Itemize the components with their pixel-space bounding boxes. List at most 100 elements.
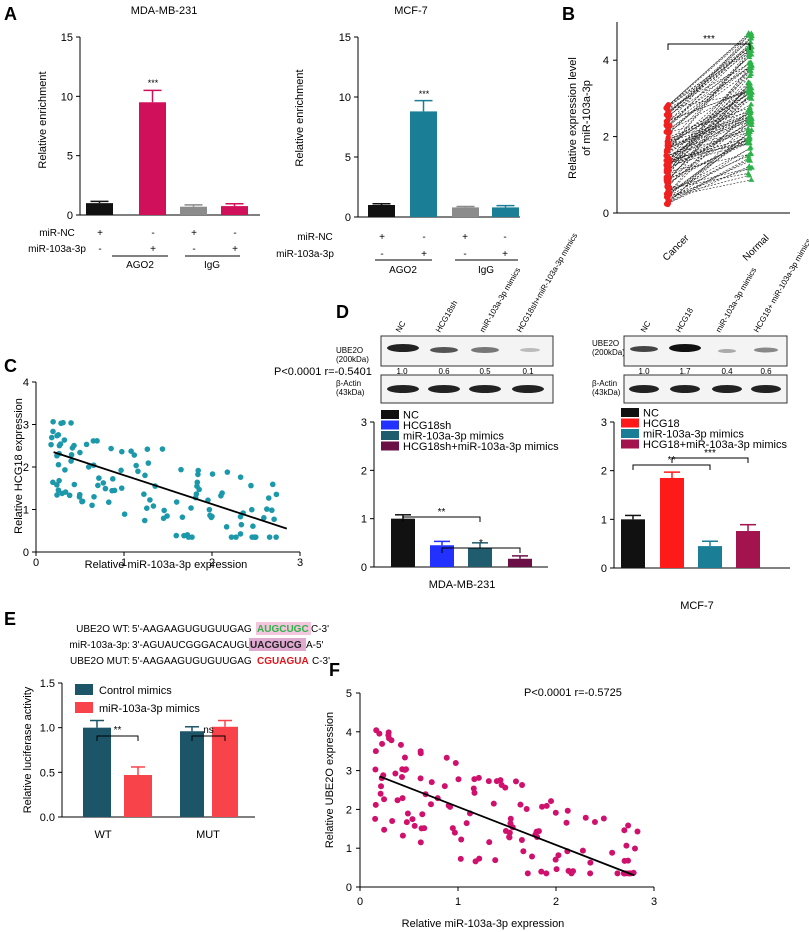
b-paired-line <box>667 133 750 195</box>
f-point <box>587 859 594 866</box>
a2-bar <box>492 207 519 217</box>
d2-density: 1.7 <box>679 367 691 376</box>
f-point <box>403 819 410 826</box>
c-point <box>109 487 115 494</box>
f-ylabel: Relative UBE2O expression <box>324 712 336 848</box>
c-point <box>251 534 258 540</box>
d2-loading: β-Actin <box>592 379 617 388</box>
e-bar <box>212 726 238 817</box>
c-point <box>118 485 125 491</box>
d1-legend-label: HCG18sh <box>403 420 451 432</box>
f-xtick-label: 0 <box>357 896 363 908</box>
b-paired-line <box>667 128 749 165</box>
d1-ytick-label: 2 <box>361 465 367 477</box>
c-point <box>79 498 85 505</box>
f-point <box>539 803 546 810</box>
d1-band-actin <box>512 385 544 393</box>
c-point <box>150 503 157 509</box>
d1-sig-bracket <box>441 547 521 553</box>
b-paired-line <box>666 116 750 178</box>
d2-sig-label: *** <box>704 448 716 459</box>
f-point <box>381 826 388 833</box>
d1-sig-label: * <box>479 538 483 549</box>
e-sig-bracket <box>96 735 139 741</box>
f-point <box>472 858 479 865</box>
e-legend-swatch <box>75 684 93 695</box>
a2-row-mark: - <box>380 249 383 260</box>
f-point <box>398 773 405 780</box>
f-ytick-label: 1 <box>346 843 352 855</box>
c-point <box>131 452 138 458</box>
c-point <box>208 514 215 521</box>
c-xtick-label: 0 <box>33 557 39 569</box>
f-point <box>399 832 406 839</box>
b-paired-line <box>667 73 752 150</box>
f-point <box>568 870 575 877</box>
d2-sig-bracket <box>632 464 711 470</box>
f-point <box>428 779 435 786</box>
d2-band-actin <box>712 385 742 393</box>
b-paired-line <box>667 117 750 142</box>
f-point <box>621 857 628 864</box>
c-point <box>178 466 184 473</box>
f-point <box>507 815 514 822</box>
b-paired-line <box>665 33 752 109</box>
c-point <box>62 467 68 473</box>
b-point-normal <box>748 89 755 95</box>
b-point-cancer <box>664 193 670 199</box>
b-paired-line <box>667 131 750 203</box>
d1-loading-size: (43kDa) <box>336 388 365 397</box>
a1-ytick-label: 15 <box>61 32 73 44</box>
f-xtick-label: 1 <box>455 896 461 908</box>
c-point <box>77 449 83 456</box>
d1-lane-label: miR-103a-3p mimics <box>478 266 522 334</box>
f-point <box>507 820 514 827</box>
e-seq-mir-suffix: A-5' <box>306 640 324 651</box>
d2-ytick-label: 3 <box>601 417 607 429</box>
f-point <box>587 870 594 877</box>
b-paired-line <box>666 129 752 179</box>
c-point <box>144 446 151 453</box>
a1-row-mark: + <box>150 244 156 255</box>
c-point <box>195 467 201 474</box>
a2-row-mark: + <box>462 232 468 243</box>
c-point <box>108 445 114 452</box>
f-point <box>458 836 465 843</box>
a1-row2-label: miR-103a-3p <box>28 244 86 255</box>
f-point <box>621 827 628 834</box>
b-ylabel-line1: Relative expression level <box>567 57 579 179</box>
d1-ytick-label: 0 <box>361 562 367 574</box>
c-point <box>237 513 244 520</box>
f-point <box>418 825 425 832</box>
d2-legend-label: HCG18 <box>643 418 680 430</box>
a1-row-mark: - <box>98 244 101 255</box>
b-paired-line <box>666 33 750 107</box>
f-point <box>631 845 638 852</box>
e-seq-wt-label: UBE2O WT: <box>76 624 130 635</box>
b-point-normal <box>747 67 754 73</box>
d1-lane-label: HCG18sh+miR-103a-3p mimics <box>515 232 579 334</box>
a2-bar <box>368 205 395 217</box>
a2-row-mark: + <box>379 232 385 243</box>
b-paired-line <box>669 92 749 160</box>
d2-ytick-label: 2 <box>601 466 607 478</box>
c-xtick-label: 1 <box>121 557 127 569</box>
c-point <box>141 517 148 524</box>
f-xtick-label: 3 <box>651 896 657 908</box>
b-paired-line <box>665 87 751 133</box>
c-point <box>266 534 273 540</box>
d1-band-ube2o <box>520 348 540 352</box>
f-point <box>490 800 497 807</box>
f-point <box>372 748 379 755</box>
b-paired-line <box>666 47 752 127</box>
c-point <box>118 467 124 474</box>
f-point <box>552 809 559 816</box>
f-point <box>402 766 409 773</box>
a2-group-igg: IgG <box>478 265 494 276</box>
c-point <box>55 487 62 493</box>
b-point-cancer <box>666 160 672 167</box>
c-point <box>223 524 230 530</box>
d2-bar <box>621 519 645 568</box>
b-paired-line <box>668 32 749 106</box>
c-point <box>54 432 60 439</box>
